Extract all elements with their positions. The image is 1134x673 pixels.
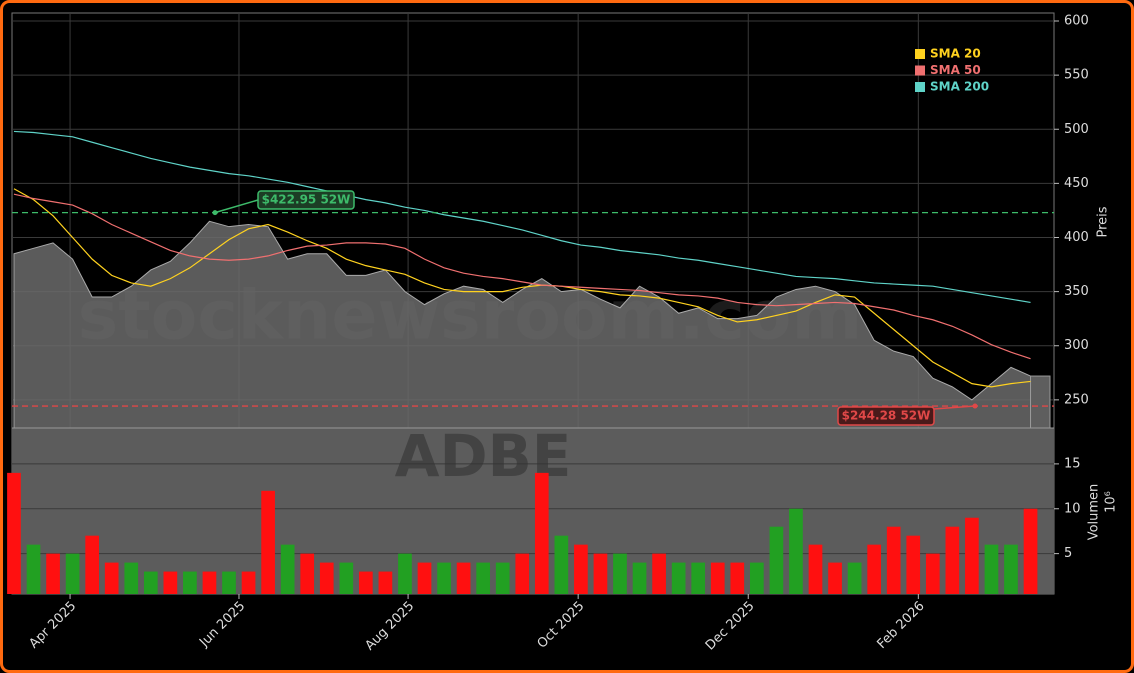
volume-bar: [104, 562, 119, 594]
volume-bar: [965, 517, 979, 594]
legend-label: SMA 50: [930, 63, 981, 77]
volume-bar: [398, 553, 412, 594]
volume-bar: [339, 562, 354, 594]
volume-bar: [46, 553, 60, 594]
volume-bar: [515, 553, 530, 594]
y-tick-label: 450: [1064, 176, 1089, 191]
volume-bar: [417, 562, 432, 594]
y-tick-label: 250: [1064, 392, 1089, 407]
volume-bar: [906, 535, 921, 594]
volume-bar: [886, 526, 901, 594]
arrow-head: [212, 210, 218, 216]
volume-bar: [847, 562, 862, 594]
sma-line: [13, 130, 1031, 304]
volume-bar: [730, 562, 745, 594]
y-tick-label: 300: [1064, 338, 1089, 353]
volume-bar: [163, 571, 178, 594]
volume-bar: [183, 571, 197, 594]
annotation-box: [257, 190, 355, 210]
annotation-box: [837, 406, 935, 426]
volume-bar: [7, 472, 21, 594]
arrow-head: [972, 403, 978, 409]
y-axis-unit: 10⁶: [1104, 491, 1119, 513]
annotation-arrow: [214, 199, 259, 214]
volume-bar: [378, 571, 393, 594]
volume-bar: [359, 571, 373, 594]
volume-bar: [984, 544, 999, 594]
volume-bar: [1023, 508, 1038, 594]
volume-bar: [710, 562, 725, 594]
volume-bar: [124, 562, 139, 594]
legend-label: SMA 200: [930, 80, 989, 94]
volume-bar: [300, 553, 315, 594]
volume-bar: [750, 562, 764, 594]
volume-bar: [593, 553, 608, 594]
volume-bar: [925, 553, 940, 594]
annotation-label: $422.95 52W: [262, 193, 351, 207]
y-tick-label: 10: [1064, 501, 1081, 516]
volume-bar: [241, 571, 256, 594]
sma-line: [13, 188, 1031, 388]
volume-bar: [652, 553, 666, 594]
y-tick-label: 350: [1064, 284, 1089, 299]
volume-bar: [280, 544, 295, 594]
volume-bar: [222, 571, 236, 594]
volume-bar: [319, 562, 334, 594]
volume-bar: [456, 562, 471, 594]
volume-bar: [808, 544, 823, 594]
volume-bar: [495, 562, 510, 594]
volume-bar: [143, 571, 158, 594]
volume-bar: [476, 562, 490, 594]
volume-bar: [867, 544, 881, 594]
annotation-label: $244.28 52W: [842, 409, 931, 423]
y-axis-label: Volumen: [1087, 484, 1102, 541]
volume-bar: [671, 562, 686, 594]
volume-bar: [828, 562, 842, 594]
volume-bar: [85, 535, 99, 594]
y-tick-label: 400: [1064, 230, 1089, 245]
volume-bar: [261, 490, 275, 594]
volume-bar: [613, 553, 627, 594]
volume-bar: [26, 544, 41, 594]
volume-bar: [554, 535, 569, 594]
legend-swatch: [915, 82, 925, 92]
volume-bar: [574, 544, 588, 594]
volume-bar: [789, 508, 803, 594]
y-tick-label: 600: [1064, 14, 1089, 29]
volume-bar: [632, 562, 647, 594]
legend-swatch: [915, 49, 925, 59]
y-tick-label: 500: [1064, 122, 1089, 137]
legend-swatch: [915, 65, 925, 76]
y-tick-label: 15: [1064, 456, 1081, 471]
volume-bar: [202, 571, 217, 594]
sma-line: [13, 193, 1031, 360]
volume-bar: [65, 553, 80, 594]
y-axis-label: Preis: [1096, 206, 1111, 237]
y-tick-label: 5: [1064, 546, 1072, 561]
y-tick-label: 550: [1064, 68, 1089, 83]
last-price-box: [1030, 375, 1051, 429]
volume-bar: [437, 562, 451, 594]
legend-label: SMA 20: [930, 47, 981, 61]
volume-bar: [945, 526, 960, 594]
volume-bar: [691, 562, 706, 594]
volume-bar: [769, 526, 784, 594]
volume-bar: [534, 472, 549, 594]
volume-bar: [1004, 544, 1018, 594]
